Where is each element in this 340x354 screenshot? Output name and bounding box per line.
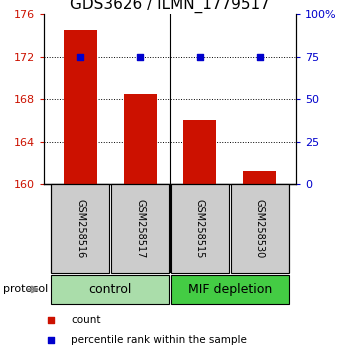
Bar xyxy=(171,275,289,303)
Point xyxy=(137,54,143,59)
Title: GDS3626 / ILMN_1779517: GDS3626 / ILMN_1779517 xyxy=(70,0,270,13)
Point xyxy=(197,54,203,59)
Text: MIF depletion: MIF depletion xyxy=(188,283,272,296)
Text: control: control xyxy=(88,283,132,296)
Text: GSM258515: GSM258515 xyxy=(195,199,205,258)
Bar xyxy=(171,184,229,273)
Bar xyxy=(184,120,217,184)
Bar xyxy=(231,184,289,273)
Text: percentile rank within the sample: percentile rank within the sample xyxy=(71,335,247,345)
Bar xyxy=(51,275,169,303)
Text: GSM258530: GSM258530 xyxy=(255,199,265,258)
Text: GSM258516: GSM258516 xyxy=(75,199,85,258)
Point xyxy=(78,54,83,59)
Text: count: count xyxy=(71,315,101,325)
Text: protocol: protocol xyxy=(3,284,49,295)
Bar xyxy=(123,94,156,184)
Bar xyxy=(243,171,276,184)
Bar xyxy=(111,184,169,273)
Bar xyxy=(64,30,97,184)
Point xyxy=(48,337,54,343)
Text: GSM258517: GSM258517 xyxy=(135,199,145,258)
Point xyxy=(257,54,262,59)
Bar xyxy=(51,184,109,273)
Point xyxy=(48,317,54,323)
